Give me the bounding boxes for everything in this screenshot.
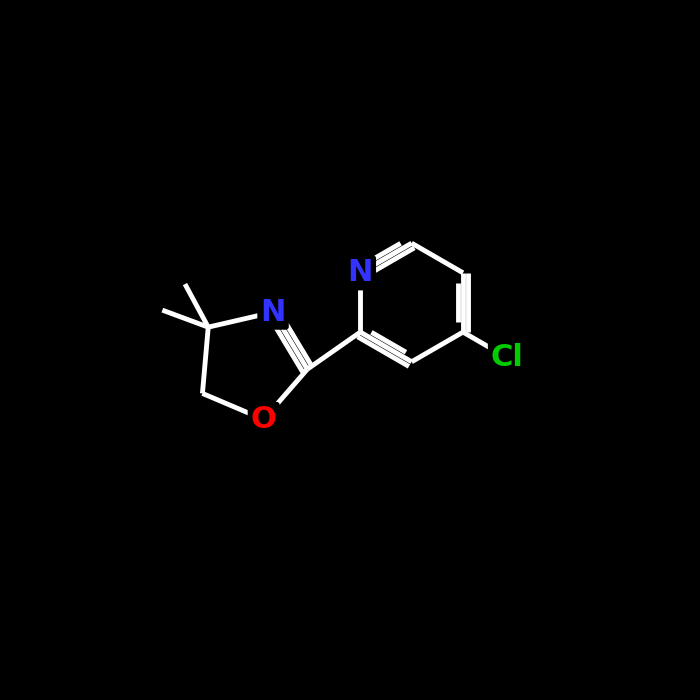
- Text: N: N: [348, 258, 373, 287]
- Text: O: O: [251, 405, 276, 434]
- Text: Cl: Cl: [491, 343, 524, 372]
- Text: N: N: [260, 298, 286, 327]
